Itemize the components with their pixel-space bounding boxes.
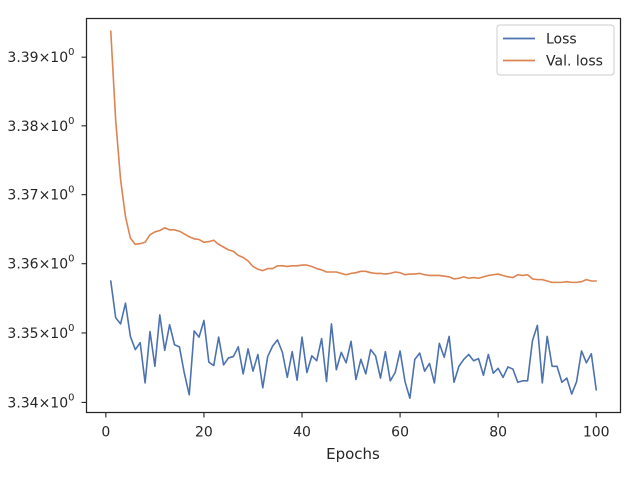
y-tick-label: 3.38×100 [7, 116, 74, 135]
legend: Loss Val. loss [496, 24, 615, 76]
series-layer [109, 30, 598, 400]
x-tick-label: 100 [583, 425, 610, 441]
y-tick-label: 3.39×100 [7, 47, 74, 66]
y-tick-label: 3.36×100 [7, 254, 74, 273]
y-axis-ticks: 3.34×100 3.35×100 3.36×100 3.37×100 3.38×100… [7, 47, 87, 411]
x-tick-label: 20 [195, 425, 213, 441]
x-tick-label: 0 [101, 425, 110, 441]
series-line-loss [109, 280, 598, 400]
y-tick-label: 3.35×100 [7, 323, 74, 342]
x-tick-label: 60 [391, 425, 409, 441]
x-tick-label: 80 [489, 425, 507, 441]
legend-box [496, 24, 615, 76]
x-tick-label: 40 [293, 425, 311, 441]
y-tick-label: 3.34×100 [7, 392, 74, 411]
y-tick-label: 3.37×100 [7, 185, 74, 204]
x-axis-ticks: 0 20 40 60 80 100 [101, 412, 610, 441]
x-axis-label: Epochs [326, 445, 380, 463]
series-line-val-loss [109, 30, 598, 284]
plot-frame [85, 17, 622, 414]
legend-label: Loss [546, 32, 577, 48]
legend-label: Val. loss [546, 54, 603, 70]
